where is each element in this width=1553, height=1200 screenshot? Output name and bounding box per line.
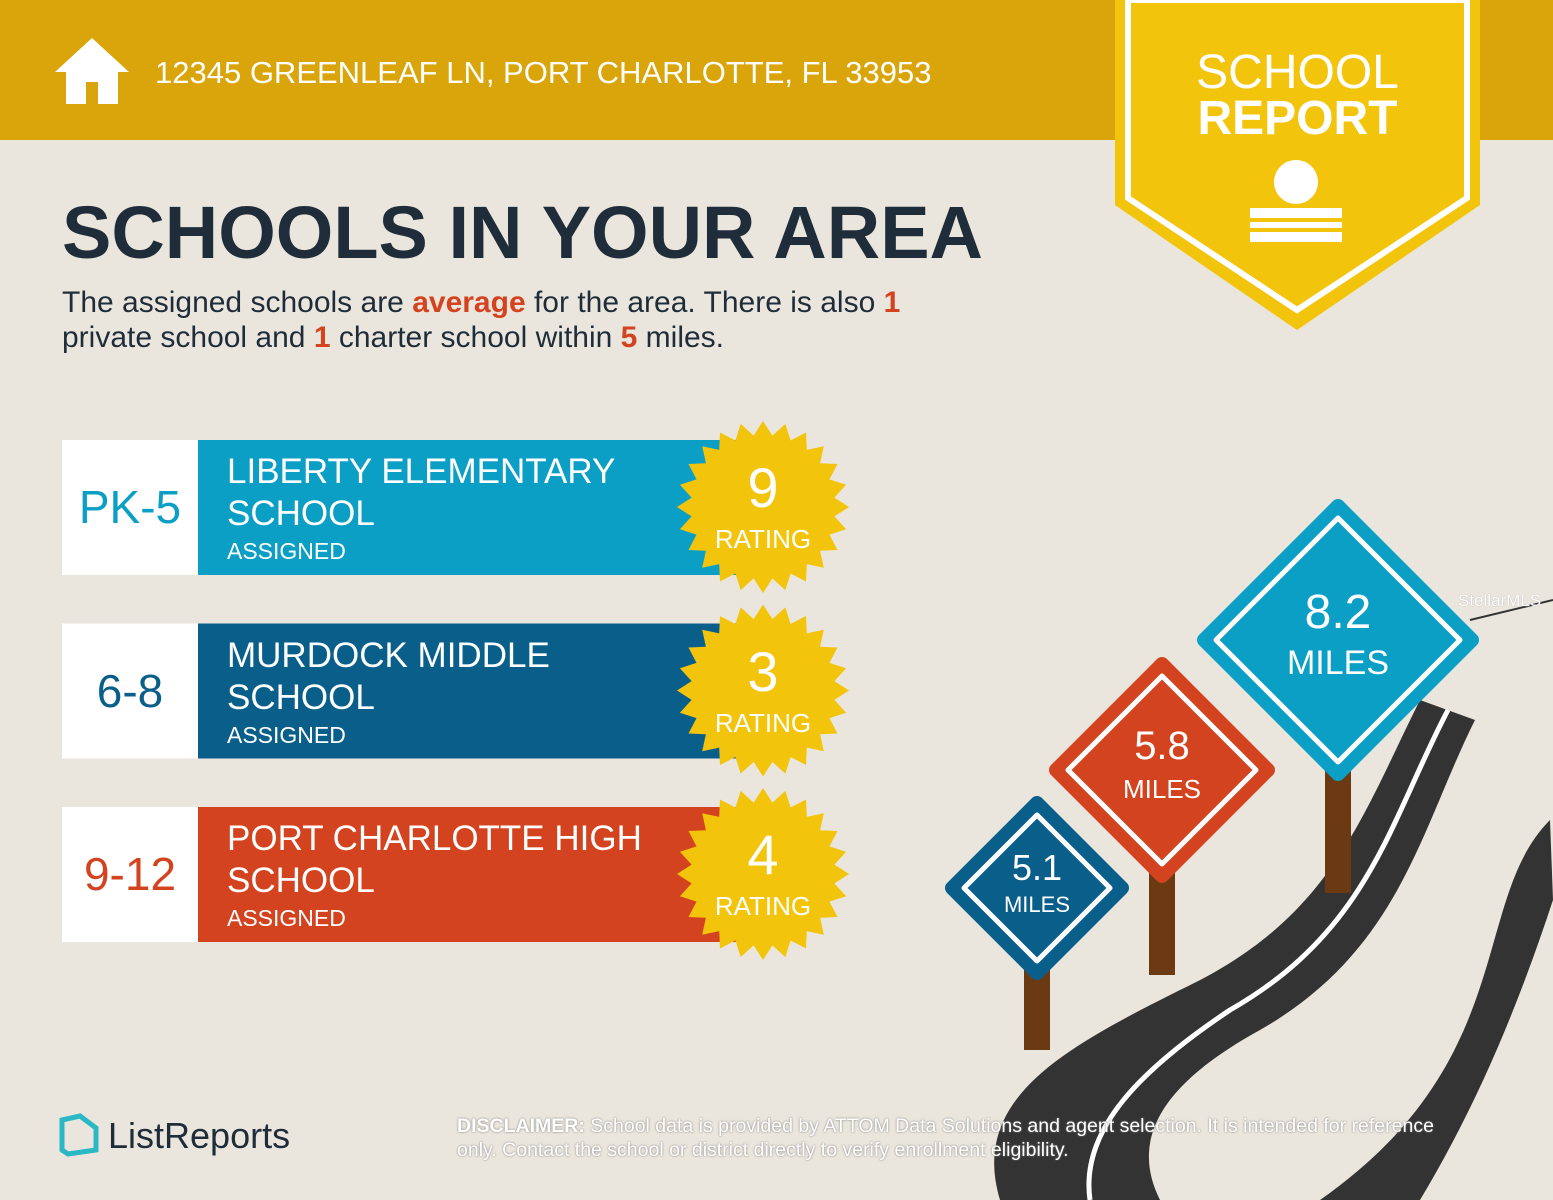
sign-distance: 5.8	[1134, 724, 1190, 768]
watermark-line	[1469, 599, 1553, 621]
rating-label: RATING	[714, 524, 812, 554]
title: SCHOOLS IN YOUR AREA	[62, 191, 983, 274]
rating: 9	[747, 456, 779, 519]
school-status: ASSIGNED	[227, 721, 346, 748]
summary-line: The assigned schools are average for the…	[62, 285, 900, 320]
badge-line: REPORT	[1197, 92, 1398, 145]
rating: 3	[747, 639, 779, 703]
rating-seal	[677, 788, 849, 960]
summary-text: miles.	[637, 321, 725, 354]
rating: 4	[747, 823, 779, 886]
school-bar	[198, 440, 738, 575]
rating-label: RATING	[714, 707, 812, 738]
badge-border	[1125, 0, 1470, 314]
school-bar	[198, 807, 738, 942]
road	[994, 700, 1475, 1200]
school-status: ASSIGNED	[227, 905, 346, 931]
sign-border	[1213, 515, 1463, 765]
badge-text: SCHOOL REPORT	[1115, 46, 1480, 145]
summary-text: for the area. There is also	[525, 286, 884, 319]
sign-unit: MILES	[1003, 892, 1071, 917]
road-line	[1086, 708, 1451, 1200]
sign-unit: MILES	[1122, 774, 1202, 804]
school-bar	[198, 623, 738, 759]
school-name: LIBERTY ELEMENTARY SCHOOL	[227, 452, 615, 533]
summary: The assigned schools are average for the…	[62, 285, 900, 355]
school-status: ASSIGNED	[227, 538, 346, 564]
school-name: MURDOCK MIDDLE SCHOOL	[227, 635, 550, 717]
grade-box	[62, 440, 198, 575]
sign-unit: MILES	[1286, 644, 1390, 682]
summary-highlight: 1	[313, 321, 331, 354]
sign	[945, 796, 1129, 980]
grade-box	[62, 623, 198, 759]
rating-seal	[677, 421, 849, 593]
school-name: PORT CHARLOTTE HIGH SCHOOL	[227, 819, 642, 900]
brand: ListReports	[108, 1115, 291, 1156]
disclaimer-label: DISCLAIMER:	[457, 1115, 585, 1137]
summary-text: private school and	[62, 321, 314, 354]
address: 12345 GREENLEAF LN, PORT CHARLOTTE, FL 3…	[155, 55, 932, 90]
home-icon	[55, 38, 129, 104]
watermark: StellarMLS	[1458, 591, 1542, 610]
sign	[1049, 657, 1275, 883]
rating-seal	[677, 604, 849, 777]
rating-label: RATING	[714, 891, 812, 921]
sign-distance: 8.2	[1304, 585, 1372, 639]
summary-line: private school and 1 charter school with…	[62, 320, 900, 355]
brand-icon	[59, 1113, 99, 1157]
grade-box	[62, 807, 198, 942]
grades: 6-8	[96, 664, 164, 717]
summary-text: The assigned schools are	[62, 286, 413, 319]
disclaimer-text: School data is provided by ATTOM Data So…	[457, 1115, 1434, 1161]
summary-highlight: 5	[620, 321, 638, 354]
summary-highlight: average	[412, 286, 526, 319]
apple-book-icon	[1250, 160, 1342, 242]
badge-line: SCHOOL	[1196, 46, 1399, 99]
summary-text: charter school within	[330, 321, 621, 354]
disclaimer: DISCLAIMER: School data is provided by A…	[457, 1114, 1467, 1162]
sign-distance: 5.1	[1011, 846, 1063, 888]
sign	[1197, 499, 1479, 781]
grades: 9-12	[83, 848, 177, 900]
sign-border	[961, 812, 1113, 964]
summary-highlight: 1	[883, 286, 901, 319]
sign-border	[1065, 673, 1259, 867]
grades: PK-5	[78, 481, 182, 533]
road	[1320, 820, 1553, 1200]
